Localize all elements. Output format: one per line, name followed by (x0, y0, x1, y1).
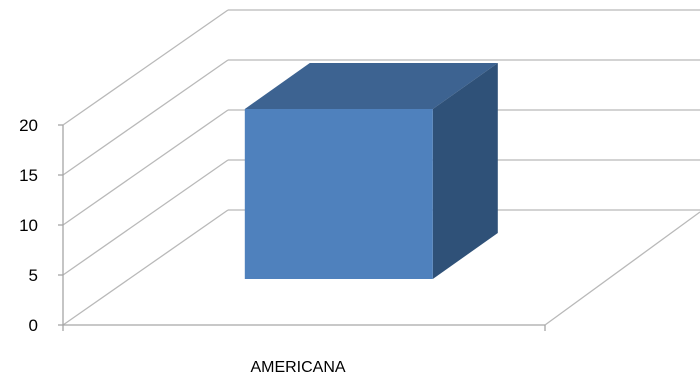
gridline-wall-5 (62, 159, 229, 276)
y-tick-label: 0 (29, 316, 38, 335)
bar-layer (244, 63, 498, 279)
y-tick-label: 5 (29, 266, 38, 285)
y-tick-label: 20 (19, 116, 38, 135)
y-tick-label: 15 (19, 166, 38, 185)
y-tick-label: 10 (19, 216, 38, 235)
gridline-wall-15 (62, 59, 229, 176)
bar-top-face (244, 63, 498, 109)
gridline-wall-20 (62, 9, 229, 126)
bar-americana (244, 109, 433, 279)
label-layer: 0 5 10 15 20 AMERICANA (19, 116, 346, 375)
bar-side-face (432, 63, 498, 279)
gridline-wall-0 (62, 209, 229, 326)
floor-right-edge (544, 211, 700, 326)
x-category-label: AMERICANA (250, 359, 345, 375)
axis-layer (58, 124, 546, 331)
gridline-wall-10 (62, 109, 229, 226)
